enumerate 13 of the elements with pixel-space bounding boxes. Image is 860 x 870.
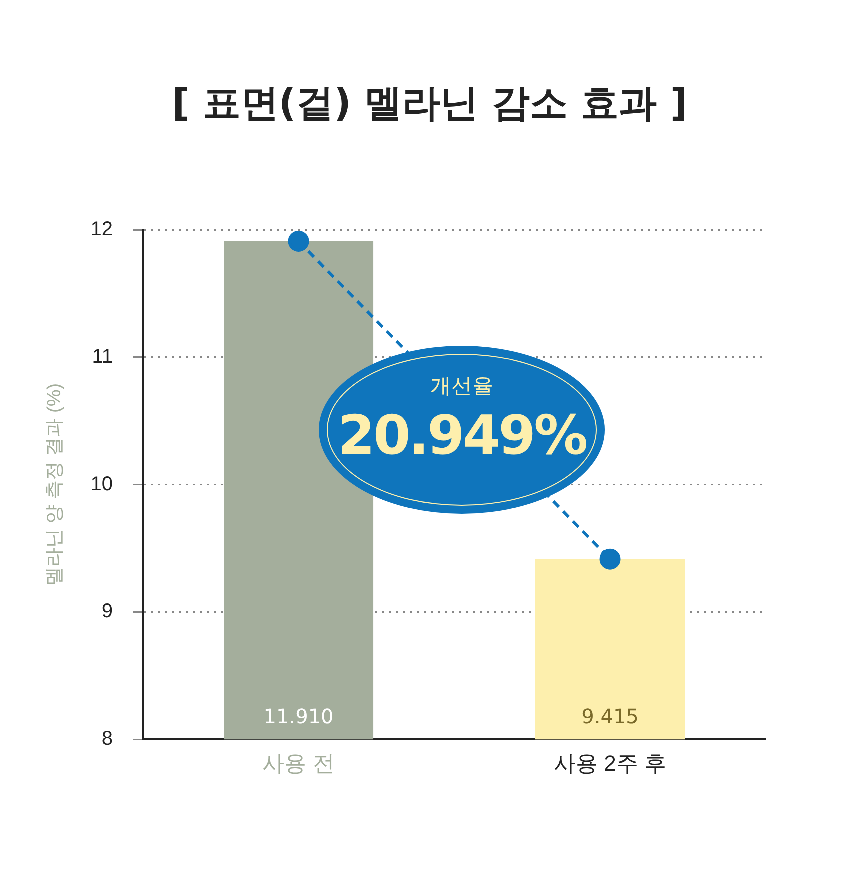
y-tick-label: 12 bbox=[90, 218, 114, 241]
chart-title: [ 표면(겉) 멜라닌 감소 효과 ] bbox=[171, 80, 689, 127]
data-label: 9.415 bbox=[582, 704, 639, 729]
y-tick-label: 9 bbox=[102, 600, 114, 623]
data-label: 11.910 bbox=[264, 704, 334, 729]
y-tick-label: 11 bbox=[92, 346, 114, 368]
x-tick-label: 사용 전 bbox=[262, 750, 335, 776]
annotation: 개선율 bbox=[430, 373, 494, 400]
x-tick-label: 사용 2주 후 bbox=[554, 750, 666, 776]
y-axis-title: 멜라닌 양 측정 결과 (%) bbox=[44, 383, 66, 586]
y-tick-label: 10 bbox=[90, 473, 114, 496]
annotation: 20.949% bbox=[336, 404, 588, 467]
y-tick-label: 8 bbox=[102, 728, 114, 750]
